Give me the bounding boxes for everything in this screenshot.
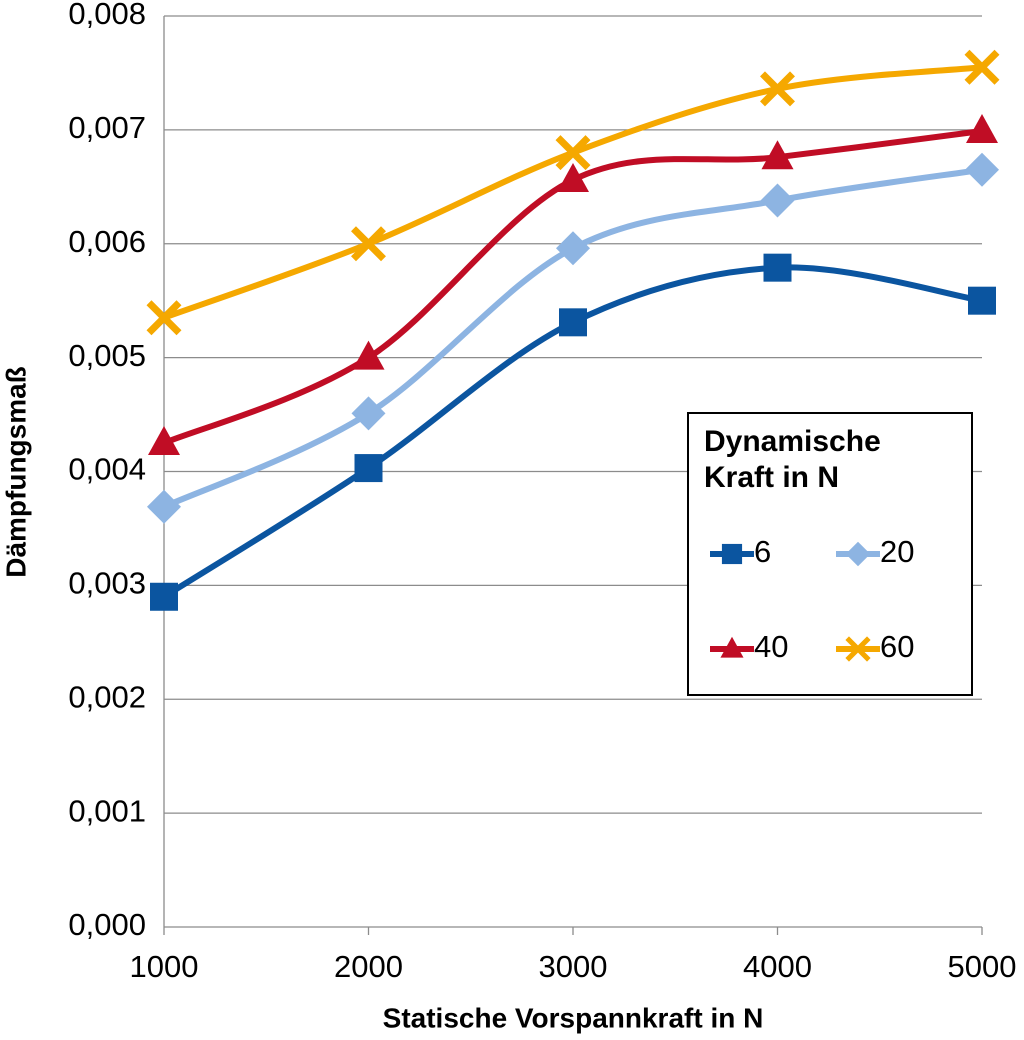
legend-label: 6 [754,534,771,569]
y-tick-label: 0,003 [68,566,146,601]
x-tick-label: 5000 [948,949,1017,984]
marker [150,582,178,611]
marker [557,162,589,192]
marker [845,541,871,567]
y-tick-label: 0,000 [68,907,146,942]
legend-label: 60 [880,629,914,664]
marker [760,183,795,218]
marker [146,300,182,336]
marker [964,49,1000,85]
marker [760,71,795,107]
y-tick-label: 0,001 [68,793,146,828]
legend-title-box: Dynamische Kraft in N [704,425,881,494]
x-tick-label: 2000 [334,949,403,984]
marker [966,114,998,144]
legend-title: Dynamische Kraft in N [704,425,881,494]
x-tick-label: 3000 [539,949,608,984]
y-tick-label: 0,006 [68,224,146,259]
y-tick-label: 0,002 [68,679,146,714]
marker [147,489,181,524]
marker [761,140,794,170]
marker [968,286,996,315]
y-tick-label: 0,007 [68,110,146,145]
marker [721,543,743,565]
marker [556,231,590,266]
x-tick-label: 4000 [743,949,812,984]
marker [354,454,383,483]
marker [351,226,386,262]
marker [559,308,587,337]
marker [720,636,744,658]
x-axis-title: Statische Vorspannkraft in N [383,1002,764,1033]
marker [352,340,385,370]
x-tick-label: 1000 [130,949,199,984]
marker [148,426,180,456]
legend-label: 20 [880,534,914,569]
legend-label: 40 [754,629,788,664]
marker [965,152,999,187]
y-tick-label: 0,008 [68,0,146,31]
y-axis-title: Dämpfungsmaß [0,366,31,578]
y-tick-label: 0,005 [68,338,146,373]
marker [845,636,871,662]
marker [351,396,386,431]
marker [763,253,792,282]
y-tick-label: 0,004 [68,452,146,487]
marker [555,135,591,171]
series-line [162,64,983,321]
